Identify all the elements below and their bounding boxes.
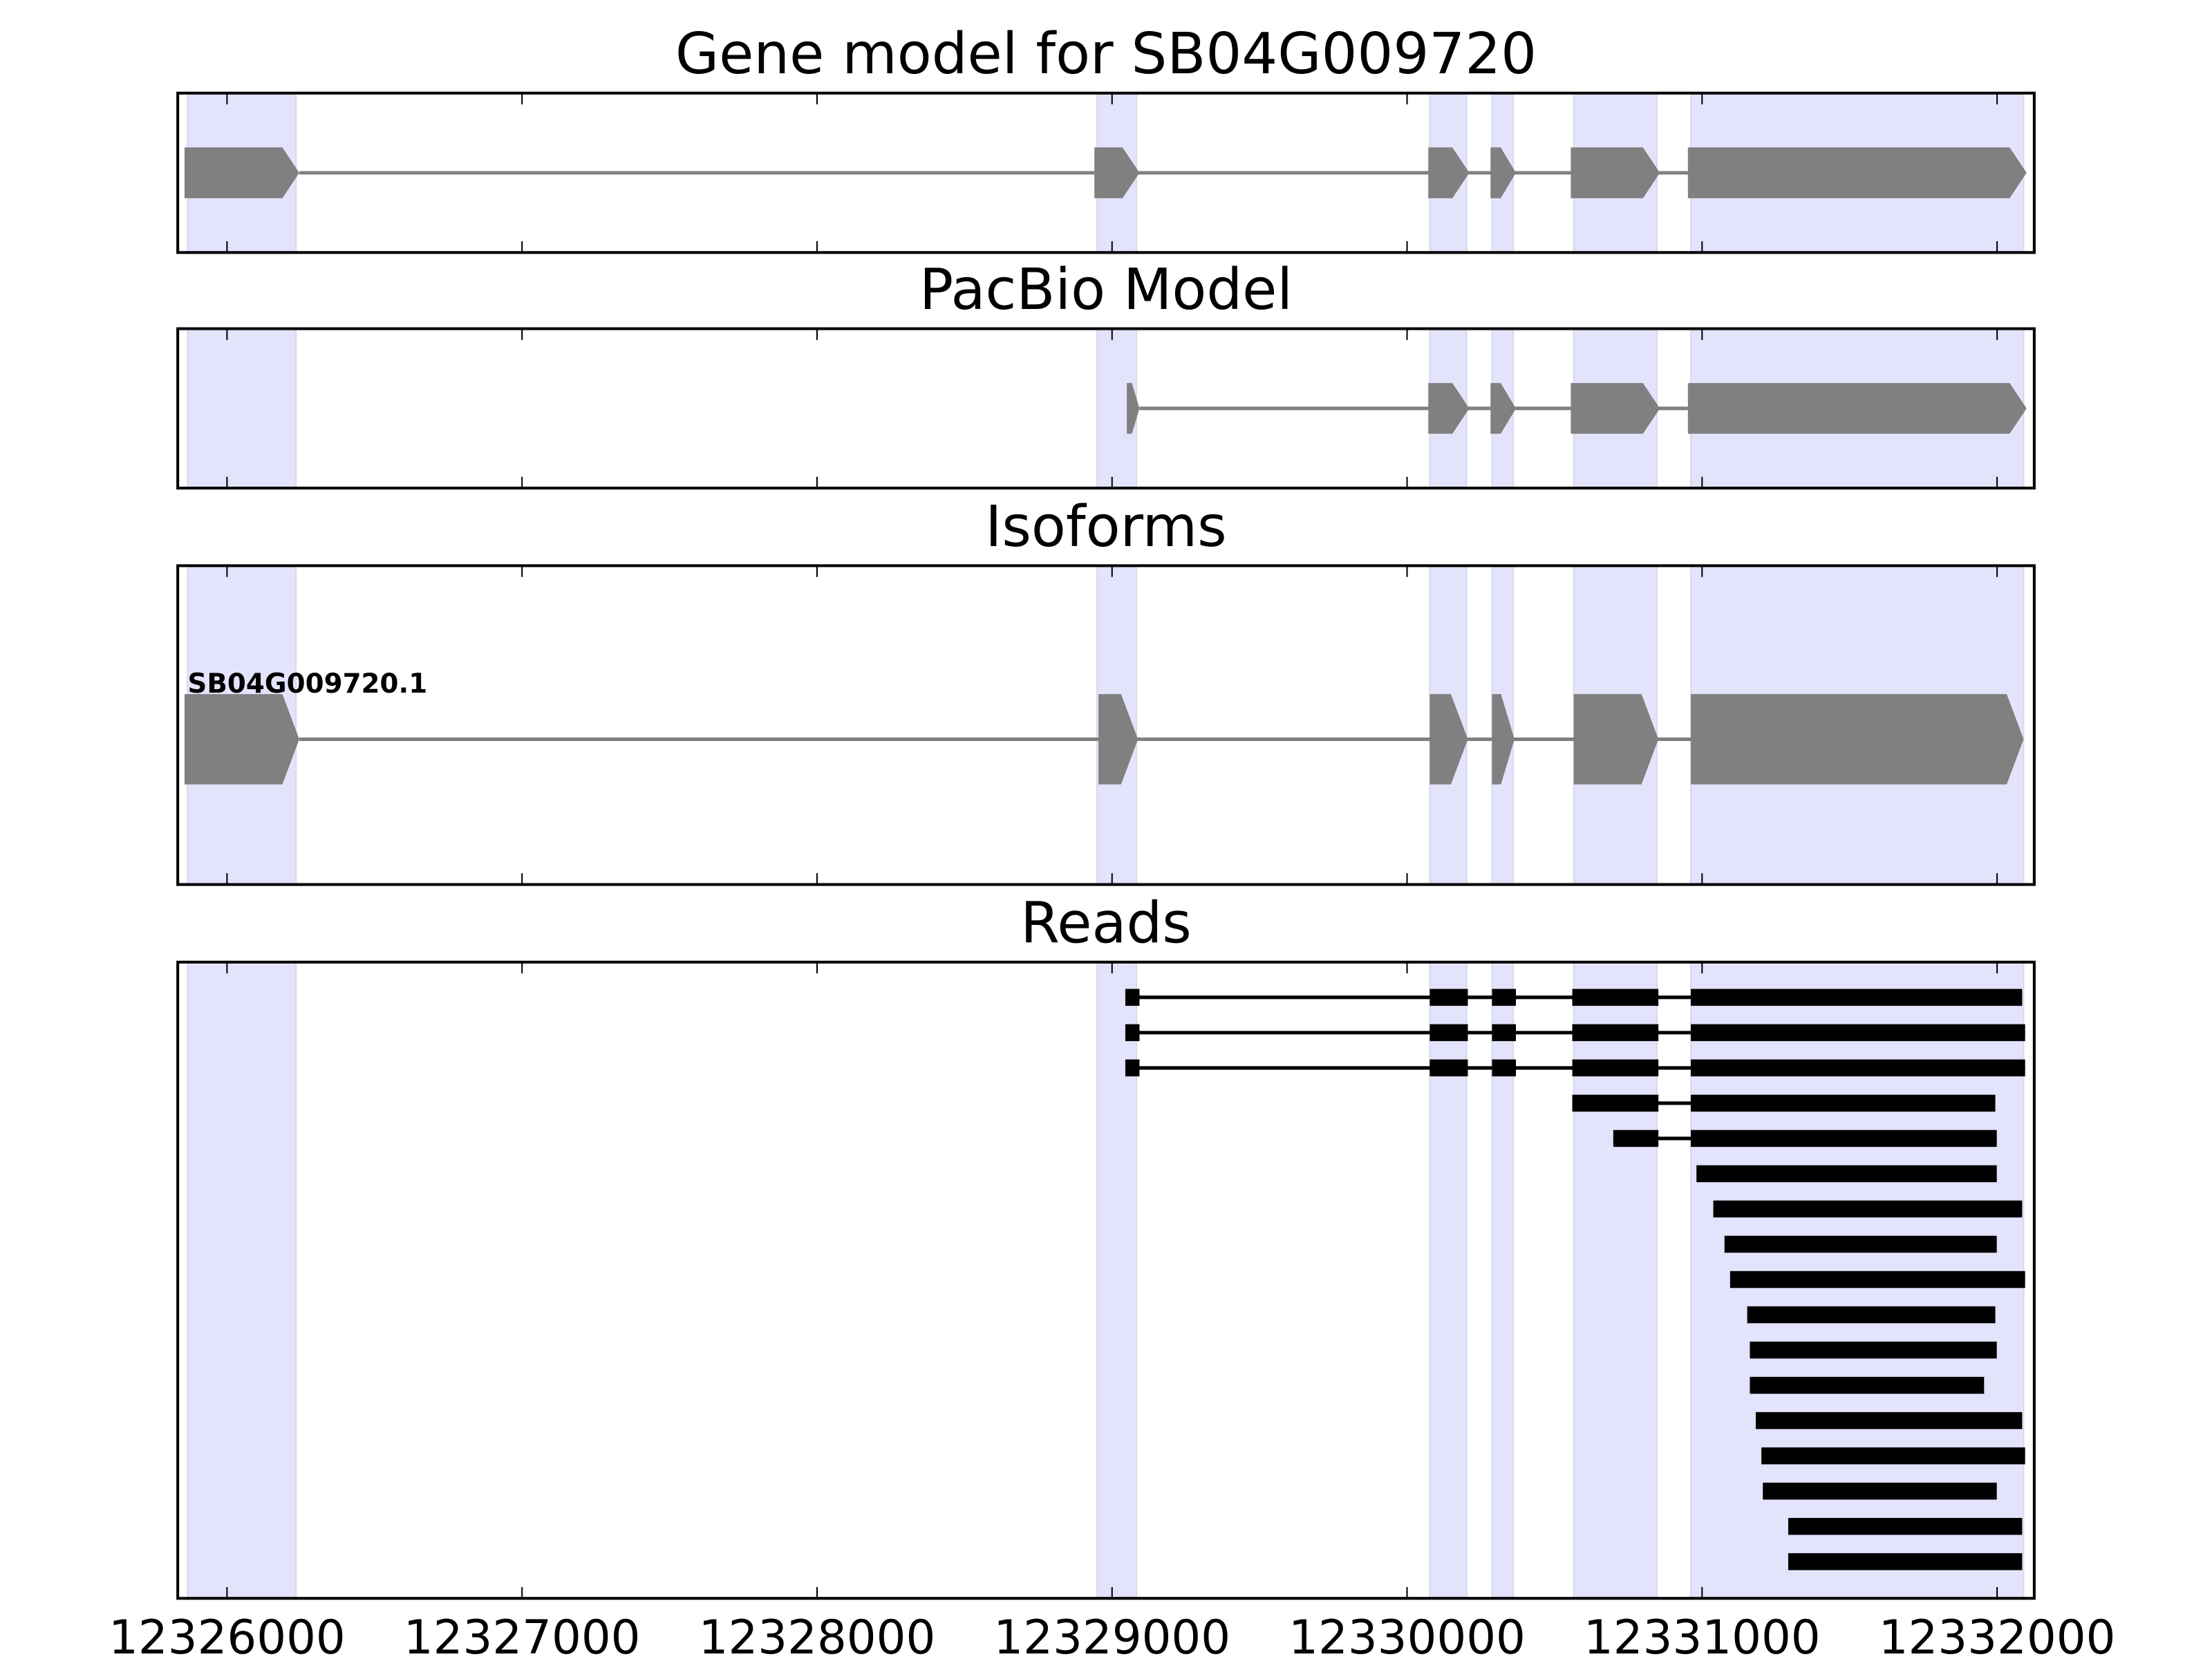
exon-arrow: [1691, 694, 2024, 785]
read-block: [1430, 1024, 1468, 1042]
x-tick-label: 12331000: [1584, 1610, 1821, 1659]
exon-arrow: [1094, 147, 1140, 198]
panel-title: PacBio Model: [919, 257, 1293, 323]
exon-arrow: [1127, 383, 1140, 434]
read-block: [1724, 1235, 1997, 1253]
read-block: [1125, 988, 1140, 1006]
x-tick-label: 12328000: [699, 1610, 936, 1659]
panel-isoform-2: Isoforms SB04G009720.1: [176, 494, 2036, 886]
read-block: [1788, 1553, 2023, 1571]
x-tick-label: 12330000: [1288, 1610, 1526, 1659]
read-block: [1730, 1271, 2025, 1288]
exon-arrow: [1428, 383, 1470, 434]
read-block: [1788, 1517, 2023, 1535]
exon-arrow: [1490, 383, 1517, 434]
exon-arrow: [1428, 147, 1470, 198]
read-block: [1572, 1024, 1659, 1042]
read-block: [1430, 988, 1468, 1006]
read-block: [1691, 1130, 1997, 1147]
exon-arrow: [1492, 694, 1515, 785]
read-block: [1492, 1024, 1517, 1042]
panel-frame: [176, 327, 2036, 490]
exon-region-highlight: [1491, 961, 1515, 1600]
read-block: [1125, 1059, 1140, 1077]
read-block: [1572, 1059, 1659, 1077]
exon-arrow: [184, 147, 299, 198]
panel-frame: [176, 564, 2036, 886]
read-block: [1691, 1094, 1996, 1112]
read-block: [1691, 988, 2023, 1006]
exon-region-highlight: [1429, 961, 1468, 1600]
exon-arrow: [1573, 694, 1659, 785]
exon-arrow: [1687, 383, 2027, 434]
panel-model-0: Gene model for SB04G009720: [176, 21, 2036, 254]
exon-arrow: [1490, 147, 1517, 198]
exon-region-highlight: [187, 328, 297, 489]
exon-region-highlight: [1573, 961, 1658, 1600]
panel-reads-3: Reads: [176, 890, 2036, 1600]
x-tick-label: 12329000: [993, 1610, 1230, 1659]
read-block: [1713, 1200, 2023, 1218]
panel-frame: [176, 960, 2036, 1600]
exon-arrow: [1098, 694, 1138, 785]
read-block: [1755, 1412, 2023, 1430]
panel-model-1: PacBio Model: [176, 257, 2036, 490]
read-block: [1492, 988, 1517, 1006]
read-block: [1696, 1165, 1997, 1183]
exon-arrow: [1571, 383, 1660, 434]
read-block: [1750, 1376, 1985, 1394]
exon-arrow: [1430, 694, 1468, 785]
read-block: [1763, 1482, 1997, 1500]
exon-arrow: [1571, 147, 1660, 198]
x-tick-label: 12327000: [404, 1610, 641, 1659]
read-block: [1747, 1306, 1996, 1324]
exon-region-highlight: [1096, 961, 1138, 1600]
read-block: [1761, 1447, 2025, 1465]
x-tick-label: 12326000: [109, 1610, 346, 1659]
panel-title: Isoforms: [985, 494, 1226, 560]
exon-arrow: [184, 694, 299, 785]
read-block: [1572, 988, 1659, 1006]
read-block: [1750, 1341, 1997, 1359]
read-block: [1430, 1059, 1468, 1077]
exon-region-highlight: [187, 961, 297, 1600]
read-block: [1492, 1059, 1517, 1077]
panel-frame: [176, 91, 2036, 254]
read-block: [1125, 1024, 1140, 1042]
read-block: [1613, 1130, 1659, 1147]
panel-title: Reads: [1020, 890, 1192, 956]
read-block: [1691, 1024, 2025, 1042]
exon-arrow: [1687, 147, 2027, 198]
read-block: [1691, 1059, 2025, 1077]
x-tick-label: 12332000: [1879, 1610, 2116, 1659]
read-block: [1572, 1094, 1659, 1112]
isoform-label: SB04G009720.1: [187, 668, 427, 700]
panel-title: Gene model for SB04G009720: [675, 21, 1537, 87]
